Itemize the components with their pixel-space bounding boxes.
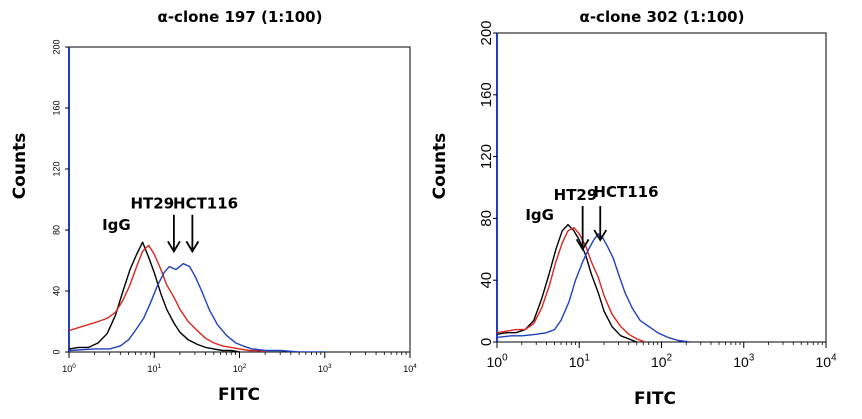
y-tick-label: 120 [51,161,61,176]
series-line-ht29 [69,244,266,352]
x-tick-label: 101 [569,353,590,370]
y-tick-label: 40 [51,286,61,296]
x-axis-label: FITC [634,389,676,409]
series-line-ht29 [497,226,646,342]
annotation-label: HT29 [131,195,175,213]
chart-panel-2: 0 40 80 120 160 200 100 101 102 103 104 α-clone 302… [430,8,837,409]
x-tick-label: 102 [651,353,672,370]
arrow-down-icon [575,206,590,252]
x-tick-label: 100 [62,363,76,374]
y-tick-label: 80 [51,225,61,235]
y-tick-label: 0 [478,338,495,346]
y-tick-label: 200 [51,39,61,54]
y-tick-label: 120 [478,144,495,169]
y-tick-label: 160 [51,100,61,115]
series-line-hct116 [497,233,690,342]
plot-frame [68,46,411,353]
y-axis-label: Counts [430,133,450,200]
x-axis-label: FITC [218,385,260,405]
y-axis-label: Counts [10,133,30,200]
annotation-label: HT29 [554,186,598,204]
x-tick-label: 104 [403,363,417,374]
annotation-label: IgG [525,206,554,224]
series-line-igg [69,241,240,352]
annotation-label: IgG [102,216,131,234]
x-tick-label: 101 [147,363,161,374]
x-tick-label: 103 [318,363,332,374]
annotation-label: HCT116 [173,195,238,213]
y-tick-label: 0 [51,349,61,354]
x-tick-label: 100 [486,353,508,370]
x-tick-label: 102 [233,363,247,374]
x-tick-label: 103 [733,353,755,370]
arrow-down-icon [167,214,181,254]
chart-title: α-clone 197 (1:100) [158,8,323,26]
annotation-label: HCT116 [593,183,658,201]
x-tick-label: 104 [815,353,837,370]
chart-title: α-clone 302 (1:100) [580,8,745,26]
y-tick-label: 40 [478,272,495,289]
arrow-down-icon [593,206,608,242]
chart-panel-1: 0 40 80 120 160 200 100 101 102 103 104 α-clone 197… [10,8,417,405]
series-line-hct116 [69,262,325,352]
y-tick-label: 80 [478,210,495,227]
y-tick-label: 200 [478,20,495,45]
series-line-igg [497,223,637,342]
arrow-down-icon [185,214,200,254]
y-tick-label: 160 [478,82,495,107]
